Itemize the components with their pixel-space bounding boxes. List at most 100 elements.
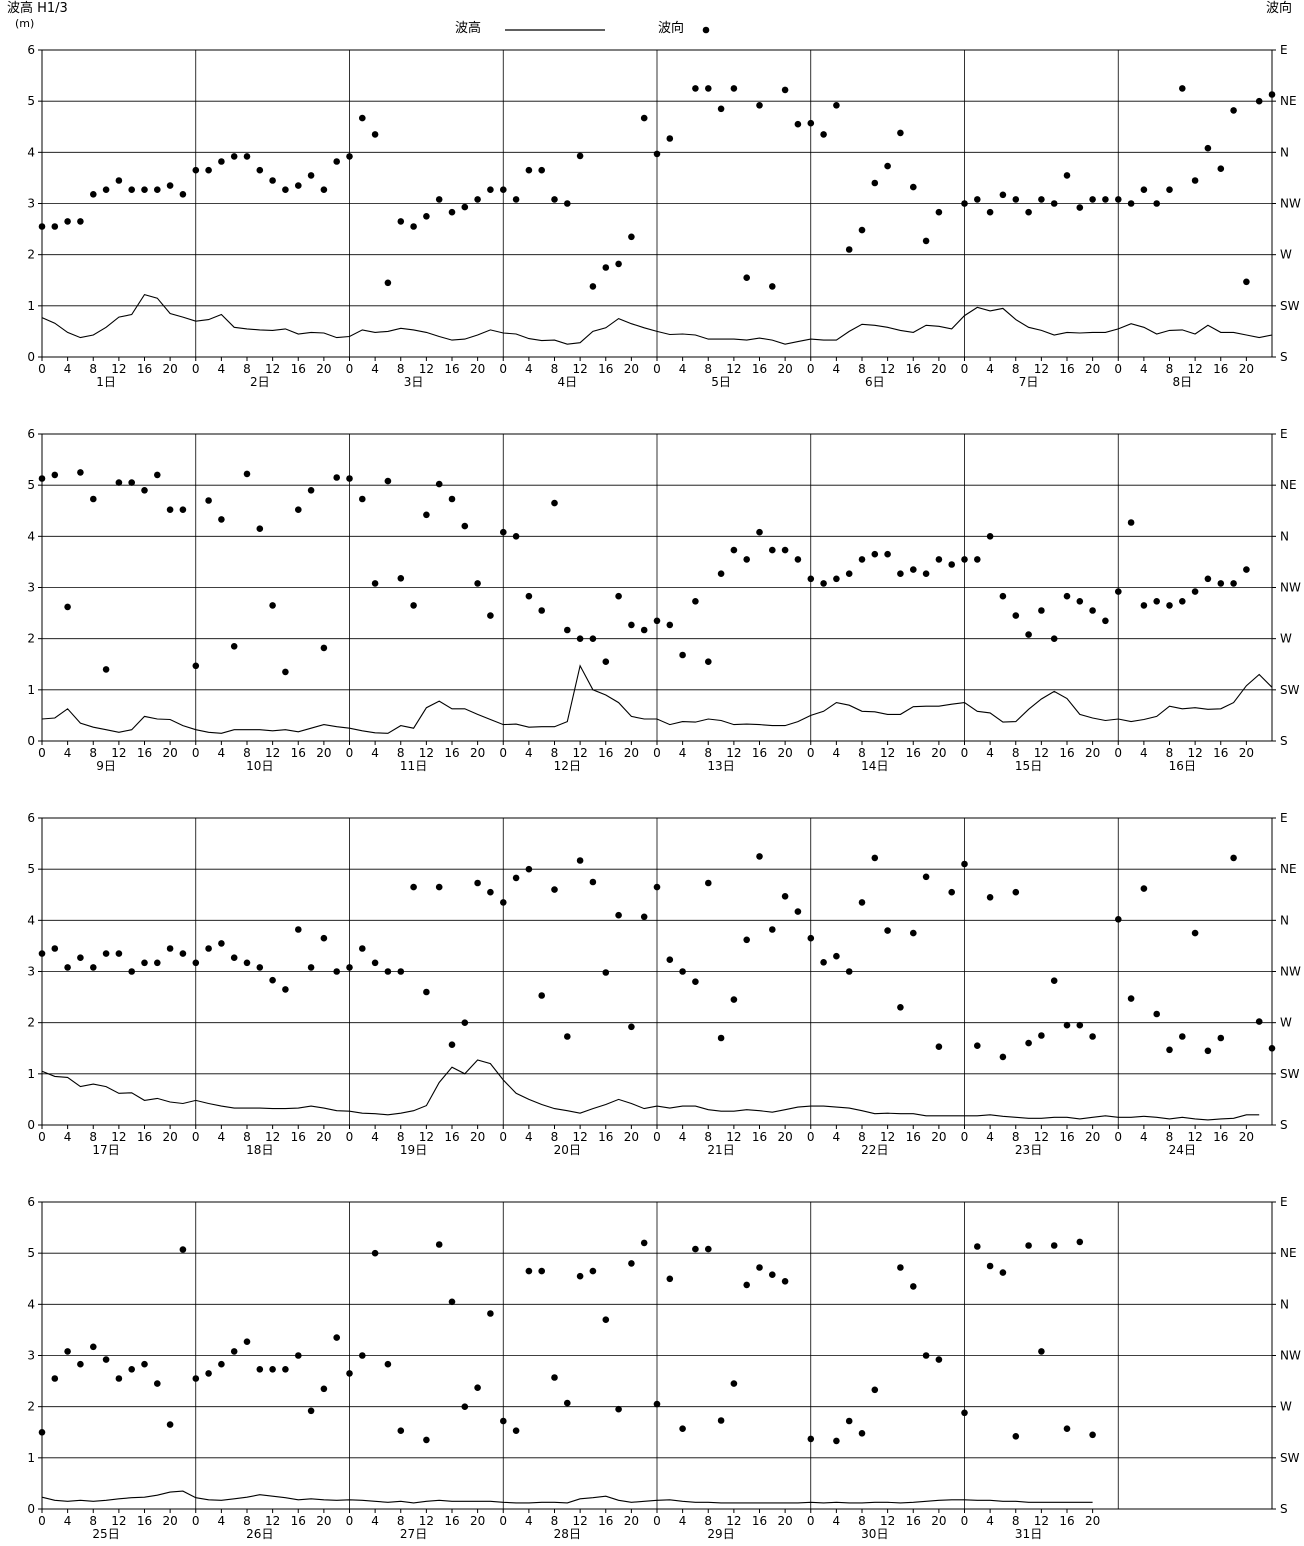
wave-direction-point — [692, 978, 699, 985]
y2-tick-label: W — [1280, 248, 1292, 262]
x-tick-label: 0 — [1114, 362, 1122, 376]
wave-direction-point — [1115, 916, 1122, 923]
wave-direction-point — [858, 1430, 866, 1437]
x-tick-label: 8 — [704, 362, 712, 376]
x-tick-label: 0 — [499, 362, 507, 376]
wave-direction-point — [205, 497, 212, 504]
wave-direction-point — [461, 1403, 469, 1410]
x-tick-label: 8 — [89, 746, 97, 760]
x-tick-label: 16 — [137, 1130, 152, 1144]
x-tick-label: 12 — [572, 362, 587, 376]
x-tick-label: 4 — [64, 362, 72, 376]
x-tick-label: 20 — [777, 362, 792, 376]
wave-direction-point — [769, 1271, 776, 1278]
wave-direction-point — [1140, 186, 1148, 193]
wave-direction-point — [717, 1034, 725, 1042]
x-tick-label: 12 — [265, 1514, 280, 1528]
wave-direction-point — [1140, 602, 1148, 609]
wave-direction-point — [410, 883, 417, 891]
day-label: 11日 — [400, 759, 427, 773]
wave-direction-point — [1179, 1033, 1186, 1040]
wave-direction-point — [974, 196, 981, 203]
day-label: 10日 — [246, 759, 273, 773]
wave-direction-point — [154, 186, 161, 193]
wave-direction-point — [192, 166, 200, 174]
wave-direction-point — [576, 857, 584, 864]
wave-direction-point — [1191, 588, 1199, 595]
wave-direction-point — [1255, 97, 1263, 105]
wave-direction-point — [192, 662, 200, 670]
wave-direction-point — [986, 894, 994, 901]
wave-direction-point — [1089, 607, 1096, 614]
x-tick-label: 16 — [444, 1130, 459, 1144]
x-tick-label: 16 — [906, 362, 921, 376]
x-tick-label: 8 — [1166, 1130, 1174, 1144]
wave-direction-point — [845, 968, 853, 975]
wave-direction-point — [576, 635, 584, 642]
wave-direction-point — [397, 575, 405, 582]
x-tick-label: 4 — [64, 746, 72, 760]
wave-direction-point — [986, 533, 994, 540]
day-label: 12日 — [554, 759, 581, 773]
x-tick-label: 4 — [371, 1130, 379, 1144]
x-tick-label: 12 — [1034, 746, 1049, 760]
x-tick-label: 16 — [137, 362, 152, 376]
wave-direction-point — [564, 1033, 571, 1040]
wave-direction-point — [884, 162, 891, 170]
wave-direction-point — [986, 1262, 994, 1270]
wave-direction-point — [512, 874, 520, 882]
wave-direction-point — [717, 570, 725, 577]
x-tick-label: 20 — [777, 746, 792, 760]
wave-direction-point — [743, 1281, 750, 1289]
wave-direction-point — [628, 621, 635, 629]
wave-direction-point — [564, 200, 571, 207]
wave-direction-point — [999, 1053, 1007, 1061]
wave-direction-point — [243, 959, 251, 967]
wave-direction-point — [423, 988, 430, 996]
wave-direction-point — [346, 153, 353, 160]
wave-direction-point — [935, 1356, 943, 1363]
day-label: 8日 — [1172, 375, 1192, 389]
wave-direction-point — [269, 177, 276, 184]
x-tick-label: 16 — [1213, 1130, 1228, 1144]
y2-tick-label: S — [1280, 734, 1288, 748]
wave-direction-point — [794, 908, 802, 915]
x-tick-label: 0 — [38, 362, 46, 376]
x-tick-label: 0 — [1114, 746, 1122, 760]
x-tick-label: 4 — [525, 1130, 533, 1144]
wave-direction-point — [897, 570, 904, 577]
y-tick-label: 3 — [27, 581, 35, 595]
wave-direction-point — [897, 129, 904, 137]
wave-direction-point — [512, 196, 520, 203]
x-tick-label: 20 — [624, 746, 639, 760]
wave-direction-point — [77, 954, 84, 961]
y2-tick-label: SW — [1280, 1067, 1300, 1081]
wave-direction-point — [1038, 1032, 1045, 1039]
x-tick-label: 16 — [1213, 362, 1228, 376]
y2-tick-label: SW — [1280, 683, 1300, 697]
wave-direction-point — [705, 879, 712, 887]
wave-height-series — [41, 1490, 1093, 1504]
wave-direction-point — [910, 183, 917, 191]
y2-tick-label: NE — [1280, 94, 1297, 108]
wave-direction-point — [230, 1348, 238, 1355]
wave-direction-point — [781, 1278, 789, 1285]
x-tick-label: 0 — [961, 1514, 969, 1528]
wave-direction-point — [1012, 1433, 1020, 1440]
wave-direction-point — [1268, 1045, 1276, 1052]
wave-direction-point — [910, 1283, 917, 1290]
wave-direction-point — [1127, 995, 1135, 1002]
wave-direction-point — [999, 592, 1007, 600]
x-tick-label: 0 — [38, 1130, 46, 1144]
wave-direction-point — [384, 279, 392, 287]
wave-direction-point — [1050, 635, 1058, 642]
wave-direction-point — [615, 1405, 622, 1413]
wave-direction-point — [64, 1348, 71, 1355]
wave-direction-point — [1089, 1033, 1096, 1040]
day-label: 6日 — [865, 375, 885, 389]
wave-direction-point — [1153, 598, 1160, 605]
y2-tick-label: NW — [1280, 197, 1301, 211]
wave-direction-point — [1089, 1431, 1096, 1439]
x-tick-label: 20 — [1239, 746, 1254, 760]
wave-direction-point — [320, 186, 328, 193]
